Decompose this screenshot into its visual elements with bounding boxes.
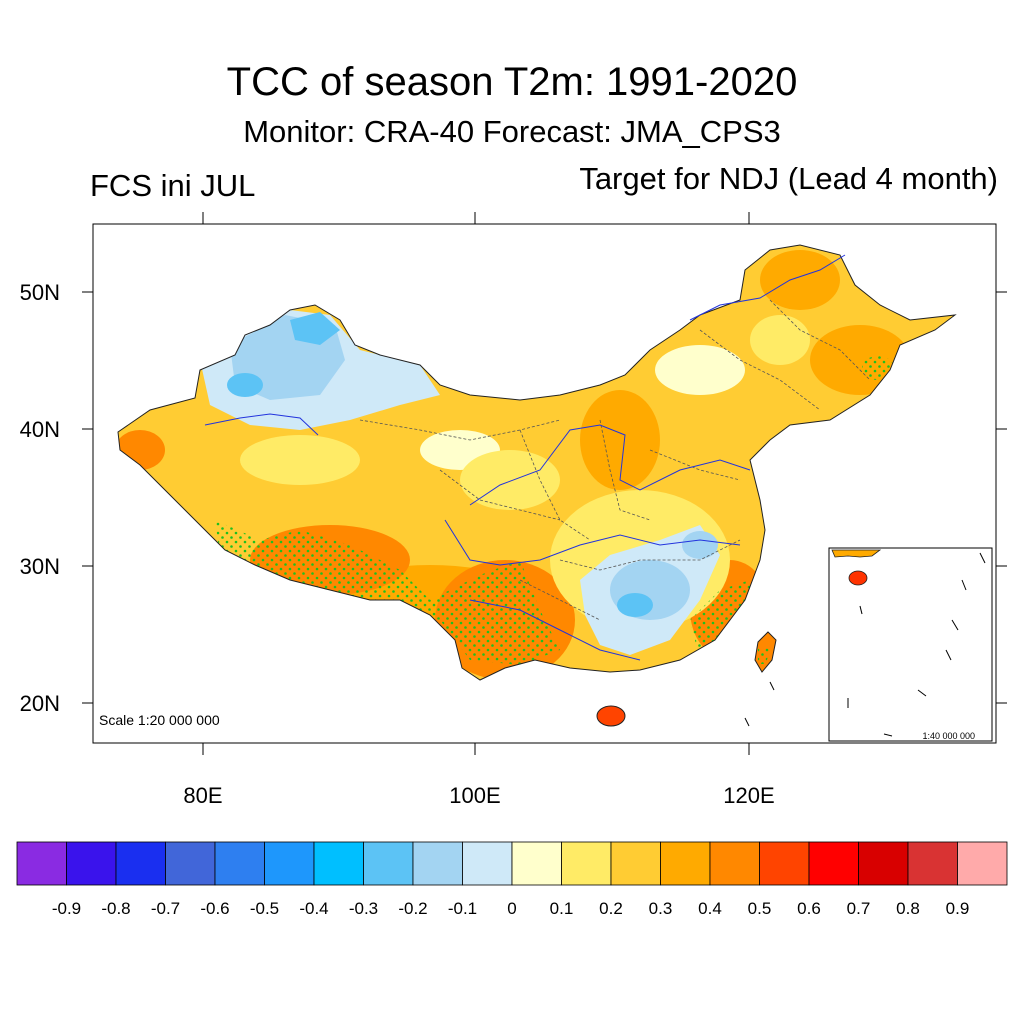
lat-tick-marks: [82, 291, 1007, 704]
initialization-label: FCS ini JUL: [90, 168, 256, 203]
colorbar-swatch: [214, 841, 265, 886]
lon-tick-marks: [202, 212, 750, 755]
province-borders: [359, 299, 871, 621]
colorbar-tick-label: -0.5: [250, 899, 279, 918]
colorbar-tick-label: 0: [507, 899, 516, 918]
lon-label-120e: 120E: [723, 783, 774, 808]
colorbar-swatch: [462, 841, 513, 886]
colorbar-tick-label: -0.3: [349, 899, 378, 918]
colorbar-labels: -0.9 -0.8 -0.7 -0.6 -0.5 -0.4 -0.3 -0.2 -0.1 0 0.1…: [52, 899, 969, 918]
colorbar-tick-label: 0.8: [896, 899, 920, 918]
colorbar-tick-label: 0.9: [946, 899, 970, 918]
chart-title: TCC of season T2m: 1991-2020: [226, 60, 798, 104]
colorbar-tick-label: 0.6: [797, 899, 821, 918]
colorbar-tick-label: -0.2: [398, 899, 427, 918]
colorbar-swatch: [165, 841, 216, 886]
colorbar-swatch: [858, 841, 909, 886]
colorbar-tick-label: 0.2: [599, 899, 623, 918]
colorbar-swatch: [313, 841, 364, 886]
colorbar-swatch: [264, 841, 315, 886]
lat-label-20n: 20N: [20, 691, 60, 716]
map-scale-label: Scale 1:20 000 000: [99, 712, 220, 728]
colorbar-tick-label: 0.4: [698, 899, 722, 918]
colorbar-tick-label: 0.3: [649, 899, 673, 918]
colorbar-swatch: [16, 841, 67, 886]
colorbar-swatch: [412, 841, 463, 886]
colorbar-tick-label: -0.9: [52, 899, 81, 918]
south-sea-marks: [744, 681, 775, 727]
colorbar-swatch: [610, 841, 661, 886]
colorbar-swatch: [511, 841, 562, 886]
colorbar-tick-label: 0.1: [550, 899, 574, 918]
colorbar-swatch: [759, 841, 810, 886]
colorbar-swatch: [907, 841, 958, 886]
colorbar-swatch: [561, 841, 612, 886]
lat-label-40n: 40N: [20, 417, 60, 442]
lat-label-50n: 50N: [20, 280, 60, 305]
colorbar-swatch: [66, 841, 117, 886]
rivers: [204, 254, 846, 661]
lon-label-80e: 80E: [183, 783, 222, 808]
colorbar-tick-label: 0.7: [847, 899, 871, 918]
inset-dash-line: [847, 552, 986, 737]
colorbar-tick-label: -0.1: [448, 899, 477, 918]
lon-label-100e: 100E: [449, 783, 500, 808]
country-border: [117, 244, 957, 681]
colorbar-tick-label: -0.8: [101, 899, 130, 918]
inset-hainan: [848, 570, 868, 586]
colorbar-swatch: [709, 841, 760, 886]
inset-scale-label: 1:40 000 000: [922, 731, 975, 741]
colorbar-tick-label: -0.7: [151, 899, 180, 918]
colorbar-tick-label: -0.4: [299, 899, 328, 918]
lat-label-30n: 30N: [20, 554, 60, 579]
colorbar-swatch: [660, 841, 711, 886]
colorbar-swatch: [115, 841, 166, 886]
hainan-island: [596, 705, 626, 727]
colorbar-swatch: [808, 841, 859, 886]
colorbar-tick-label: 0.5: [748, 899, 772, 918]
chart-subtitle: Monitor: CRA-40 Forecast: JMA_CPS3: [243, 114, 781, 149]
target-label: Target for NDJ (Lead 4 month): [579, 161, 998, 196]
colorbar-swatch: [957, 841, 1008, 886]
colorbar-swatch: [363, 841, 414, 886]
colorbar: [16, 841, 1008, 886]
colorbar-tick-label: -0.6: [200, 899, 229, 918]
